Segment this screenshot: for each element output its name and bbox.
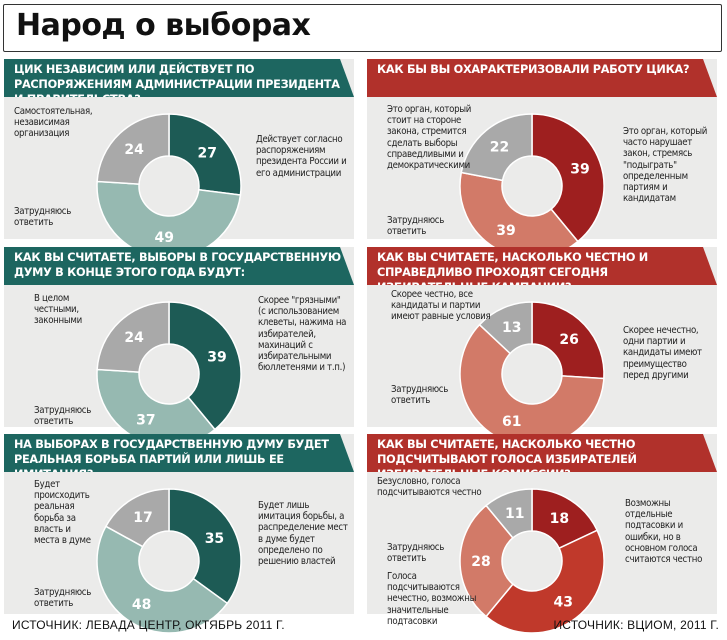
title-box: Народ о выборах (3, 4, 722, 52)
pie-slice (485, 488, 533, 539)
pie-slice (485, 529, 605, 634)
source-note-levada: ИСТОЧНИК: ЛЕВАДА ЦЕНТР, ОКТЯБРЬ 2011 Г. (12, 618, 285, 632)
question-title: КАК ВЫ СЧИТАЕТЕ, НАСКОЛЬКО ЧЕСТНО И СПРА… (367, 247, 717, 285)
slice-label: Возможны отдельные подтасовки и ошибки, … (625, 498, 703, 566)
chart-panel-cik-work: КАК БЫ ВЫ ОХАРАКТЕРИЗОВАЛИ РАБОТУ ЦИКА? … (367, 59, 717, 259)
donut-hole (503, 157, 561, 215)
slice-label: Действует согласно распоряжениям президе… (256, 134, 347, 179)
slice-value-label: 13 (502, 320, 521, 336)
pie-slice (96, 301, 170, 373)
slice-value-label: 39 (207, 350, 226, 366)
question-title: НА ВЫБОРАХ В ГОСУДАРСТВЕННУЮ ДУМУ БУДЕТ … (4, 434, 354, 472)
donut-hole (503, 532, 561, 590)
pie-slice (104, 488, 170, 548)
slice-label: Затрудняюсь ответить (387, 215, 445, 238)
chart-panel-campaigns: КАК ВЫ СЧИТАЕТЕ, НАСКОЛЬКО ЧЕСТНО И СПРА… (367, 247, 717, 447)
chart-panel-cik-independence: ЦИК НЕЗАВИСИМ ИЛИ ДЕЙСТВУЕТ ПО РАСПОРЯЖЕ… (4, 59, 354, 259)
slice-value-label: 18 (550, 511, 569, 527)
question-title: КАК ВЫ СЧИТАЕТЕ, НАСКОЛЬКО ЧЕСТНО ПОДСЧИ… (367, 434, 717, 472)
donut-hole (140, 532, 198, 590)
slice-label: Будет происходить реальная борьба за вла… (34, 479, 91, 547)
slice-label: Затрудняюсь ответить (14, 206, 72, 229)
slice-value-label: 24 (124, 142, 144, 158)
slice-label: Это орган, который часто нарушает закон,… (623, 126, 708, 205)
slice-value-label: 39 (570, 162, 589, 178)
chart-panel-real-struggle: НА ВЫБОРАХ В ГОСУДАРСТВЕННУЮ ДУМУ БУДЕТ … (4, 434, 354, 634)
slice-label: В целом честными, законными (34, 293, 82, 327)
slice-label: Скорее честно, все кандидаты и партии им… (391, 289, 491, 323)
donut-hole (140, 345, 198, 403)
slice-value-label: 24 (124, 330, 144, 346)
donut-hole (140, 157, 198, 215)
chart-panel-vote-counting: КАК ВЫ СЧИТАЕТЕ, НАСКОЛЬКО ЧЕСТНО ПОДСЧИ… (367, 434, 717, 634)
slice-value-label: 22 (490, 140, 509, 156)
slice-value-label: 27 (198, 145, 217, 161)
slice-label: Затрудняюсь ответить (34, 405, 92, 428)
slice-value-label: 37 (136, 412, 155, 428)
slice-label: Затрудняюсь ответить (34, 587, 92, 610)
slice-label: Безусловно, голоса подсчитываются честно (377, 476, 482, 499)
slice-label: Голоса подсчитываются нечестно, возможны… (387, 571, 477, 627)
chart-panel-duma-elections: КАК ВЫ СЧИТАЕТЕ, ВЫБОРЫ В ГОСУДАРСТВЕННУ… (4, 247, 354, 447)
slice-label: Будет лишь имитация борьбы, а распределе… (258, 500, 348, 568)
source-note-vciom: ИСТОЧНИК: ВЦИОМ, 2011 Г. (553, 618, 719, 632)
slice-value-label: 17 (133, 510, 152, 526)
donut-hole (503, 345, 561, 403)
donut-chart: 39 39 22 (459, 113, 605, 259)
pie-slice (460, 113, 533, 182)
donut-chart: 39 37 24 (96, 301, 242, 447)
pie-slice (531, 113, 605, 243)
slice-value-label: 39 (496, 223, 515, 239)
donut-chart: 27 49 24 (96, 113, 242, 259)
slice-label: Это орган, который стоит на стороне зако… (387, 104, 472, 172)
question-title: КАК БЫ ВЫ ОХАРАКТЕРИЗОВАЛИ РАБОТУ ЦИКА? (367, 59, 717, 97)
slice-value-label: 11 (505, 506, 524, 522)
slice-value-label: 43 (554, 594, 573, 610)
slice-label: Скорее "грязными" (с использованием клев… (258, 295, 347, 374)
pie-slice (459, 504, 514, 618)
pie-slice (168, 301, 242, 431)
slice-label: Затрудняюсь ответить (391, 384, 449, 407)
pie-slice (96, 113, 170, 185)
donut-chart: 18 43 28 11 (459, 488, 605, 634)
slice-label: Затрудняюсь ответить (387, 542, 445, 565)
pie-slice (96, 180, 242, 259)
slice-value-label: 48 (132, 597, 151, 613)
pie-slice (531, 301, 605, 380)
slice-label: Самостоятельная, независимая организация (14, 106, 93, 140)
pie-slice (478, 301, 533, 355)
slice-label: Скорее нечестно, одни партии и кандидаты… (623, 325, 702, 381)
pie-slice (168, 113, 242, 196)
donut-chart: 35 48 17 (96, 488, 242, 634)
question-title: КАК ВЫ СЧИТАЕТЕ, ВЫБОРЫ В ГОСУДАРСТВЕННУ… (4, 247, 354, 285)
slice-value-label: 28 (471, 554, 490, 570)
pie-slice (96, 525, 229, 634)
donut-chart: 26 61 13 (459, 301, 605, 447)
slice-value-label: 61 (502, 414, 521, 430)
slice-value-label: 49 (154, 230, 173, 246)
slice-value-label: 35 (205, 531, 224, 547)
pie-slice (168, 488, 242, 605)
slice-value-label: 26 (559, 332, 578, 348)
question-title: ЦИК НЕЗАВИСИМ ИЛИ ДЕЙСТВУЕТ ПО РАСПОРЯЖЕ… (4, 59, 354, 97)
page-title: Народ о выборах (16, 8, 311, 43)
